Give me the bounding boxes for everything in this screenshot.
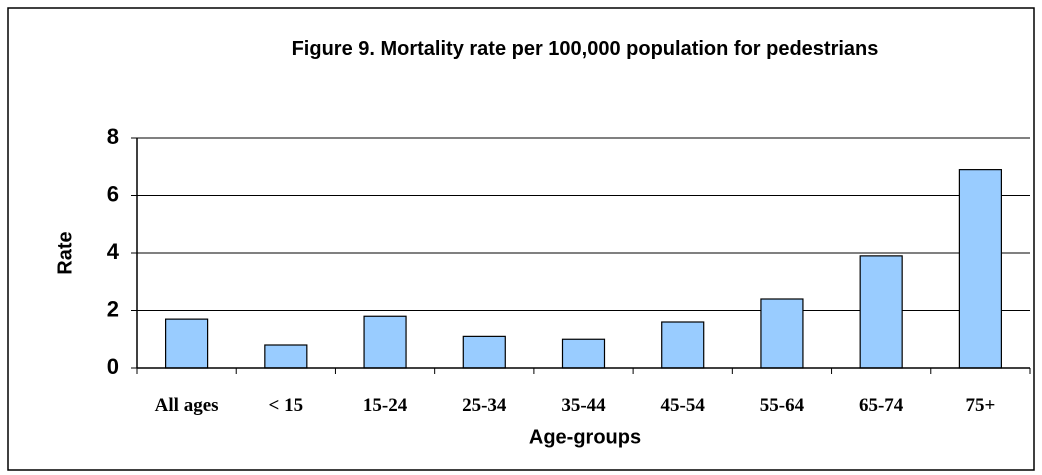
x-tick-label: < 15 xyxy=(268,395,304,416)
y-tick-label: 6 xyxy=(107,181,119,206)
x-tick-label: 55-64 xyxy=(759,395,805,416)
x-tick-label: 45-54 xyxy=(660,395,705,416)
bar xyxy=(264,344,308,369)
x-tick-label: 25-34 xyxy=(462,395,507,416)
x-tick-label: 15-24 xyxy=(362,395,408,416)
bar xyxy=(661,321,705,369)
x-tick-label: All ages xyxy=(154,395,219,416)
bar xyxy=(760,298,804,369)
x-axis-label: Age-groups xyxy=(529,426,641,448)
y-tick-label: 4 xyxy=(107,239,120,264)
y-tick-label: 0 xyxy=(107,354,119,379)
y-axis-label: Rate xyxy=(54,231,76,274)
chart-title: Figure 9. Mortality rate per 100,000 pop… xyxy=(291,38,879,60)
x-tick-label: 35-44 xyxy=(561,395,606,416)
bar xyxy=(561,338,606,369)
chart-border xyxy=(7,7,1035,471)
bar xyxy=(958,169,1002,369)
y-tick-label: 2 xyxy=(107,296,119,321)
y-tick-label: 8 xyxy=(107,124,119,149)
bar xyxy=(859,255,903,369)
bar xyxy=(462,335,506,369)
x-tick-label: 65-74 xyxy=(858,395,904,416)
x-tick-label: 75+ xyxy=(965,395,996,416)
bar xyxy=(363,315,407,369)
bar xyxy=(165,318,209,369)
